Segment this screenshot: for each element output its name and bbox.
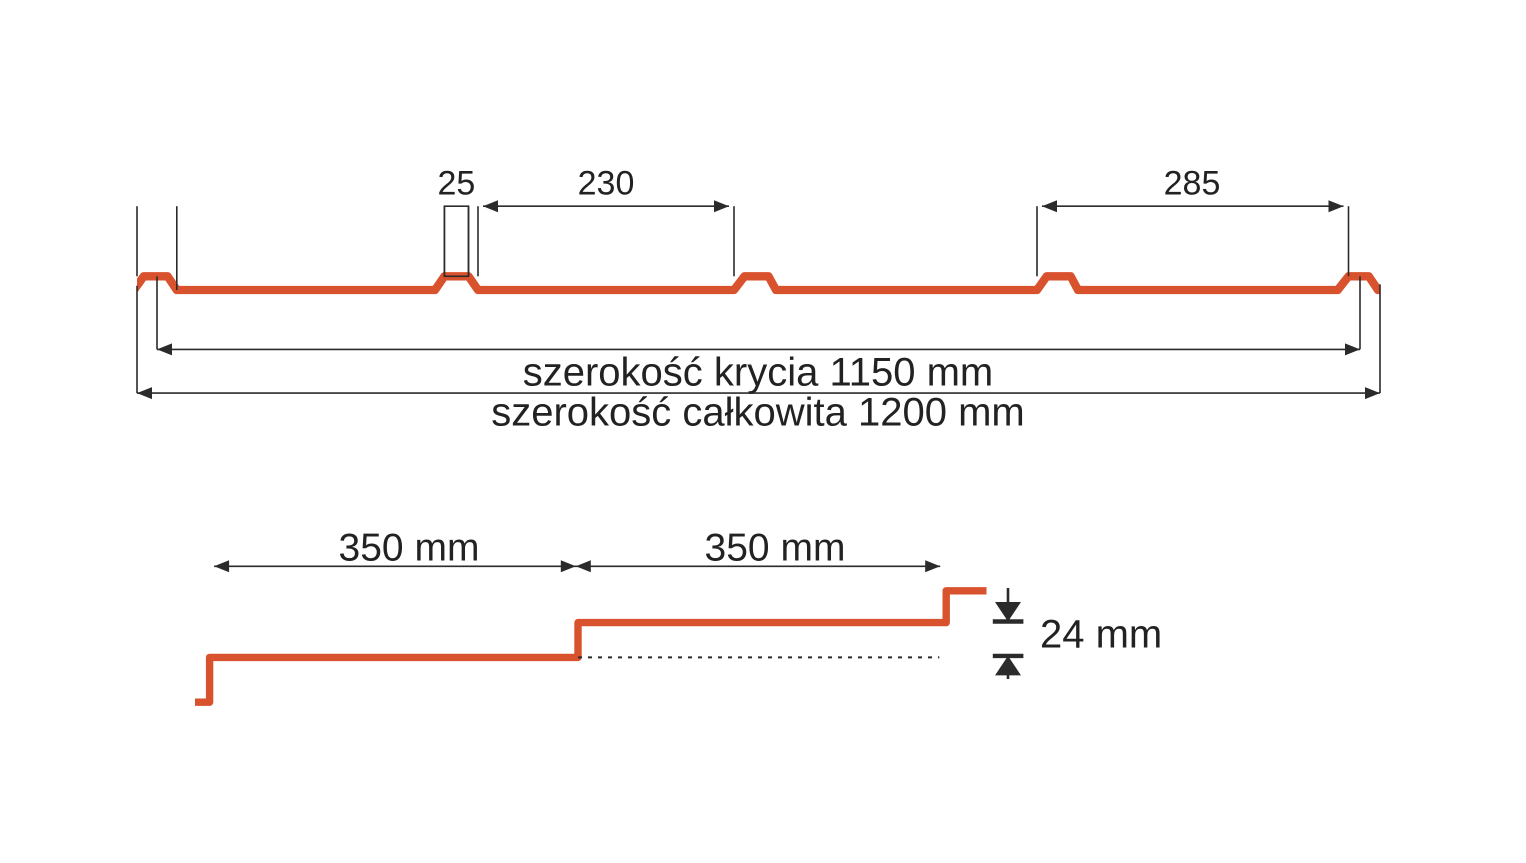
svg-text:230: 230 <box>578 164 635 202</box>
svg-text:350 mm: 350 mm <box>339 526 480 569</box>
svg-text:285: 285 <box>1164 164 1221 202</box>
svg-text:24 mm: 24 mm <box>1040 613 1162 657</box>
svg-text:szerokość krycia 1150 mm: szerokość krycia 1150 mm <box>523 351 994 395</box>
svg-text:szerokość całkowita 1200 mm: szerokość całkowita 1200 mm <box>491 391 1025 435</box>
svg-text:25: 25 <box>437 164 475 202</box>
svg-text:350 mm: 350 mm <box>705 526 846 569</box>
